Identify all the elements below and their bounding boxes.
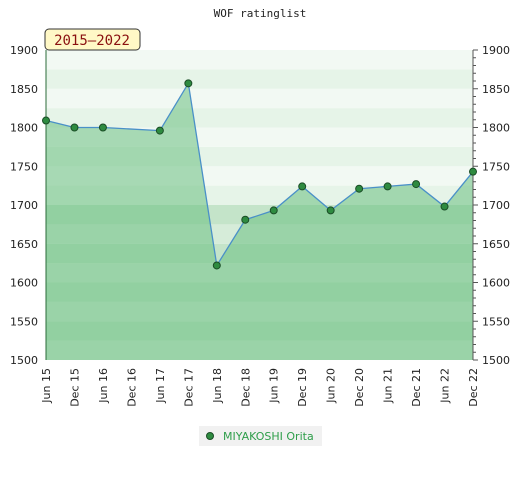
marks — [42, 79, 477, 270]
period-badge-box — [44, 28, 141, 51]
y-tick-label: 1700 — [10, 199, 38, 212]
period-badge-text: 2015–2022 — [54, 33, 130, 49]
y-tick-label: 1550 — [10, 315, 38, 328]
x-tick-label: Jun 16 — [97, 368, 110, 404]
y-tick-label: 1800 — [10, 122, 38, 135]
data-point — [355, 184, 364, 193]
x-tick-label: Jun 17 — [154, 368, 167, 404]
data-point — [269, 206, 278, 215]
x-tick-label: Jun 15 — [40, 368, 53, 404]
y-tick-label-right: 1650 — [482, 238, 510, 251]
y-tick-label-right: 1900 — [482, 44, 510, 57]
y-tick-label: 1750 — [10, 160, 38, 173]
x-tick-label: Jun 19 — [268, 368, 281, 404]
legend: MIYAKOSHI Orita — [199, 426, 322, 446]
y-tick-label-right: 1550 — [482, 315, 510, 328]
data-point — [383, 182, 392, 191]
x-tick-label: Dec 17 — [182, 368, 195, 407]
data-point — [241, 215, 250, 224]
y-tick-label: 1500 — [10, 354, 38, 367]
x-tick-label: Jun 18 — [211, 368, 224, 404]
x-tick-label: Dec 18 — [239, 368, 252, 407]
data-point — [155, 126, 164, 135]
x-tick-label: Dec 20 — [353, 368, 366, 407]
x-tick-label: Dec 16 — [125, 368, 138, 407]
y-tick-label: 1650 — [10, 238, 38, 251]
y-tick-label-right: 1850 — [482, 83, 510, 96]
chart-title: WOF ratinglist — [214, 7, 307, 20]
y-tick-label: 1850 — [10, 83, 38, 96]
x-tick-label: Jun 20 — [325, 368, 338, 404]
background-band — [46, 50, 473, 70]
period-badge: 2015–2022 — [44, 28, 141, 51]
legend-label: MIYAKOSHI Orita — [223, 430, 314, 443]
x-tick-label: Jun 21 — [382, 368, 395, 404]
y-tick-label-right: 1600 — [482, 277, 510, 290]
data-point — [412, 180, 421, 189]
x-tick-label: Dec 15 — [68, 368, 81, 407]
data-point — [212, 261, 221, 270]
data-point — [326, 206, 335, 215]
data-point — [184, 79, 193, 88]
background-band — [46, 69, 473, 89]
data-point — [98, 123, 107, 132]
background-band — [46, 108, 473, 128]
y-tick-label: 1600 — [10, 277, 38, 290]
x-tick-label: Dec 22 — [467, 368, 480, 407]
data-point — [42, 116, 50, 125]
x-tick-label: Jun 22 — [439, 368, 452, 404]
y-tick-label-right: 1750 — [482, 160, 510, 173]
legend-box — [199, 426, 322, 446]
y-tick-label-right: 1700 — [482, 199, 510, 212]
y-tick-label: 1900 — [10, 44, 38, 57]
series-area — [46, 83, 473, 360]
y-tick-label-right: 1800 — [482, 122, 510, 135]
x-tick-label: Dec 19 — [296, 368, 309, 407]
data-point — [298, 182, 307, 191]
legend-marker — [206, 432, 214, 440]
data-point — [440, 202, 449, 211]
data-point — [469, 167, 477, 176]
x-tick-label: Dec 21 — [410, 368, 423, 407]
ticks: 1500 1500 1550 1550 1600 1600 1650 1650 1700 1700… — [10, 44, 510, 407]
background-band — [46, 88, 473, 109]
y-tick-label-right: 1500 — [482, 354, 510, 367]
data-point — [70, 123, 79, 132]
